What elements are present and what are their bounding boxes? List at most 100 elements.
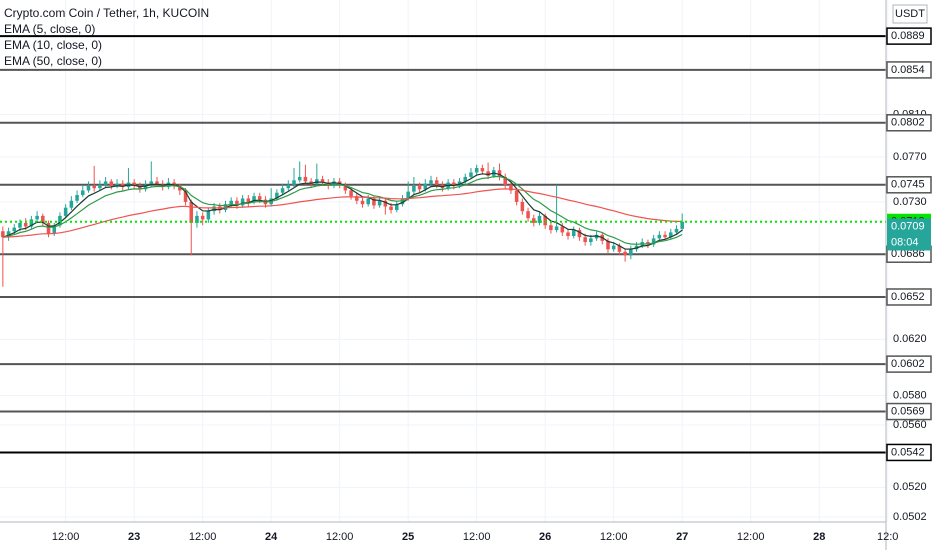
level-label: 0.0652	[891, 291, 925, 303]
candle-body	[195, 215, 199, 223]
candle-body	[18, 222, 22, 228]
grid	[0, 0, 889, 522]
candle-body	[155, 181, 159, 184]
level-label-box	[886, 355, 932, 373]
candle-body	[383, 200, 388, 207]
candle-body	[132, 182, 136, 186]
candle-body	[75, 195, 79, 201]
currency: USDT	[895, 8, 925, 20]
candle-body	[469, 172, 473, 177]
candle-body	[486, 171, 490, 176]
candle-body	[12, 227, 17, 232]
x-tick-label: 12:00	[600, 531, 628, 543]
candle-body	[320, 179, 325, 183]
level-label-box	[886, 288, 932, 306]
candle-body	[663, 234, 667, 238]
candle-body	[280, 188, 285, 193]
candle-body	[292, 180, 296, 185]
candle-body	[417, 185, 422, 190]
candle-body	[571, 230, 576, 237]
candle-body	[651, 238, 656, 245]
level-label-box	[886, 114, 932, 132]
candle-body	[617, 245, 622, 252]
plot	[0, 35, 886, 454]
candle-body	[120, 183, 125, 188]
x-tick-label: 12:00	[326, 531, 354, 543]
candle-body	[92, 185, 96, 189]
ema-line	[2, 188, 683, 238]
candle-body	[629, 249, 633, 256]
y-tick-label: 0.0560	[893, 419, 927, 431]
candle-body	[143, 184, 148, 190]
candle-body	[594, 234, 599, 239]
candle-body	[189, 201, 194, 223]
chart-title: Crypto.com Coin / Tether, 1h, KUCOIN	[4, 6, 209, 20]
ema-line	[2, 175, 683, 245]
candle-body	[246, 198, 251, 202]
level-label-box	[886, 27, 932, 45]
y-tick-label: 0.0620	[893, 333, 927, 345]
candle-body	[332, 181, 336, 186]
candle-body	[343, 184, 348, 191]
candle-body	[474, 168, 479, 173]
candle-body	[543, 215, 547, 226]
x-tick-label: 12:00	[52, 531, 80, 543]
candle-body	[58, 215, 62, 226]
candle-body	[286, 184, 291, 189]
candle-body	[212, 206, 216, 212]
candle-body	[514, 190, 519, 202]
candle-body	[531, 218, 536, 223]
x-tick-label: 12:00	[189, 531, 217, 543]
candle-body	[46, 222, 51, 234]
candle-body	[372, 198, 376, 206]
level-label: 0.0745	[891, 179, 925, 191]
candle-body	[52, 225, 57, 234]
candle-body	[235, 200, 239, 206]
candle-body	[389, 206, 393, 211]
candle-body	[497, 170, 502, 177]
candle-body	[23, 222, 28, 227]
candle-body	[452, 182, 456, 186]
candle-body	[309, 181, 313, 184]
level-label: 0.0889	[891, 30, 925, 42]
candle-body	[69, 200, 74, 208]
y-tick-label: 0.0730	[893, 196, 927, 208]
candle-body	[149, 181, 154, 185]
candle-body	[138, 185, 142, 190]
x-tick-label: 12:0	[877, 531, 898, 543]
currency-box[interactable]	[892, 4, 928, 24]
candle-body	[406, 191, 410, 199]
candle-body	[41, 215, 45, 223]
level-label-box	[886, 443, 932, 462]
candle-body	[1, 231, 5, 238]
candle-body	[355, 196, 359, 201]
candle-body	[257, 196, 262, 200]
y-tick-label: 0.0502	[893, 511, 927, 523]
x-tick-label: 26	[539, 531, 551, 543]
level-label-box	[886, 61, 932, 79]
candle-body	[109, 181, 114, 186]
level-label-box	[886, 176, 932, 194]
candle-body	[229, 200, 233, 205]
candle-body	[303, 176, 308, 182]
candle-body	[81, 190, 85, 196]
candle-body	[394, 204, 399, 211]
candle-body	[63, 207, 68, 216]
x-tick-label: 24	[265, 531, 278, 543]
candle-body	[480, 168, 485, 172]
candle-body	[206, 211, 211, 220]
candle-body	[360, 200, 365, 205]
candle-body	[589, 238, 593, 243]
candle-body	[463, 176, 468, 182]
candle-body	[611, 245, 616, 250]
candle-body	[657, 234, 662, 239]
axes: 0.08100.07700.07300.06200.05800.05600.05…	[52, 27, 932, 543]
countdown-label: 08:04	[891, 236, 919, 248]
candle-body	[35, 215, 39, 220]
candle-body	[429, 180, 433, 184]
level-label: 0.0854	[891, 64, 925, 76]
candle-body	[537, 215, 542, 223]
level-label: 0.0802	[891, 117, 925, 129]
